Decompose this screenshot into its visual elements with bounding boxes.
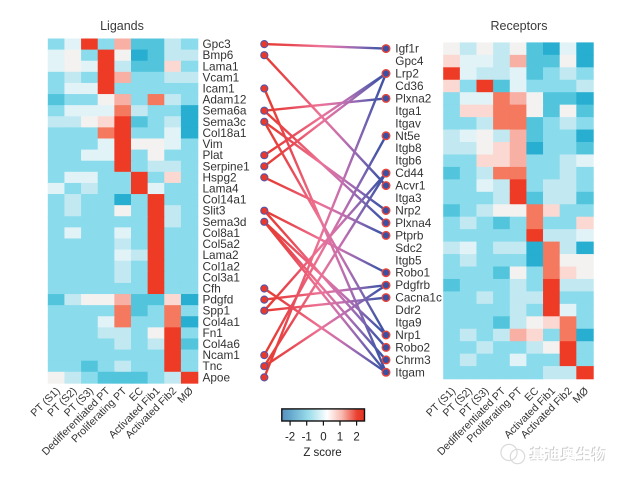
svg-text:Lama1: Lama1 <box>203 59 239 73</box>
svg-text:Cfh: Cfh <box>203 282 221 296</box>
svg-text:Icam1: Icam1 <box>203 82 235 96</box>
svg-text:基迪奥生物: 基迪奥生物 <box>528 446 606 464</box>
svg-text:-2: -2 <box>285 432 295 444</box>
svg-text:Igf1r: Igf1r <box>395 42 419 56</box>
svg-text:Ptprb: Ptprb <box>395 228 424 242</box>
svg-text:Sema3d: Sema3d <box>203 215 247 229</box>
svg-text:Col4a6: Col4a6 <box>203 337 241 351</box>
svg-text:Ncam1: Ncam1 <box>203 348 240 362</box>
svg-text:Ligands: Ligands <box>100 19 144 33</box>
svg-text:0: 0 <box>320 432 326 444</box>
svg-text:Nrp2: Nrp2 <box>395 204 421 218</box>
svg-text:Plxna4: Plxna4 <box>395 216 432 230</box>
svg-text:Ddr2: Ddr2 <box>395 303 421 317</box>
svg-text:Hspg2: Hspg2 <box>203 170 237 184</box>
svg-text:Col5a2: Col5a2 <box>203 237 240 251</box>
svg-text:1: 1 <box>337 432 343 444</box>
svg-text:Col3a1: Col3a1 <box>203 270 240 284</box>
svg-text:Vim: Vim <box>203 137 223 151</box>
svg-text:-1: -1 <box>302 432 312 444</box>
svg-text:Lama2: Lama2 <box>203 248 239 262</box>
svg-text:Lama4: Lama4 <box>203 182 240 196</box>
svg-text:Receptors: Receptors <box>491 19 548 33</box>
svg-text:Itgb8: Itgb8 <box>395 141 422 155</box>
svg-text:Serpine1: Serpine1 <box>203 159 250 173</box>
svg-text:Pdgfd: Pdgfd <box>203 293 234 307</box>
svg-text:Itgb5: Itgb5 <box>395 253 422 267</box>
svg-text:Sema3c: Sema3c <box>203 115 246 129</box>
svg-text:Spp1: Spp1 <box>203 304 231 318</box>
svg-text:Robo1: Robo1 <box>395 266 430 280</box>
svg-text:Itga9: Itga9 <box>395 316 421 330</box>
svg-text:基迪奥生物: 基迪奥生物 <box>529 447 607 465</box>
svg-text:Cd36: Cd36 <box>395 79 424 93</box>
svg-text:Nrp1: Nrp1 <box>395 328 421 342</box>
svg-text:Itgav: Itgav <box>395 116 421 130</box>
svg-text:Col1a2: Col1a2 <box>203 259 240 273</box>
svg-text:Col18a1: Col18a1 <box>203 126 247 140</box>
svg-text:Col8a1: Col8a1 <box>203 226 240 240</box>
svg-text:Robo2: Robo2 <box>395 340 430 354</box>
svg-text:Plat: Plat <box>203 148 224 162</box>
svg-text:Gpc3: Gpc3 <box>203 37 232 51</box>
svg-text:Col14a1: Col14a1 <box>203 193 247 207</box>
svg-text:Gpc4: Gpc4 <box>395 54 424 68</box>
svg-text:Pdgfrb: Pdgfrb <box>395 278 430 292</box>
svg-text:Sema6a: Sema6a <box>203 104 247 118</box>
svg-text:Itgb6: Itgb6 <box>395 154 422 168</box>
svg-text:Apoe: Apoe <box>203 370 231 384</box>
svg-text:Cd44: Cd44 <box>395 166 424 180</box>
svg-text:Vcam1: Vcam1 <box>203 70 240 84</box>
svg-text:Sdc2: Sdc2 <box>395 241 422 255</box>
svg-text:Bmp6: Bmp6 <box>203 48 234 62</box>
svg-text:Acvr1: Acvr1 <box>395 179 425 193</box>
svg-text:Chrm3: Chrm3 <box>395 353 431 367</box>
svg-text:Plxna2: Plxna2 <box>395 91 431 105</box>
svg-text:Lrp2: Lrp2 <box>395 67 419 81</box>
svg-text:Nt5e: Nt5e <box>395 129 420 143</box>
svg-text:Itgam: Itgam <box>395 365 425 379</box>
svg-text:Tnc: Tnc <box>203 359 223 373</box>
svg-text:Z score: Z score <box>303 447 341 459</box>
svg-text:2: 2 <box>353 432 359 444</box>
svg-text:Col4a1: Col4a1 <box>203 315 240 329</box>
svg-text:Fn1: Fn1 <box>203 326 223 340</box>
svg-text:Cacna1c: Cacna1c <box>395 291 442 305</box>
svg-text:Slit3: Slit3 <box>203 204 226 218</box>
svg-text:Itga3: Itga3 <box>395 191 422 205</box>
svg-text:Adam12: Adam12 <box>203 93 247 107</box>
svg-text:Itga1: Itga1 <box>395 104 421 118</box>
